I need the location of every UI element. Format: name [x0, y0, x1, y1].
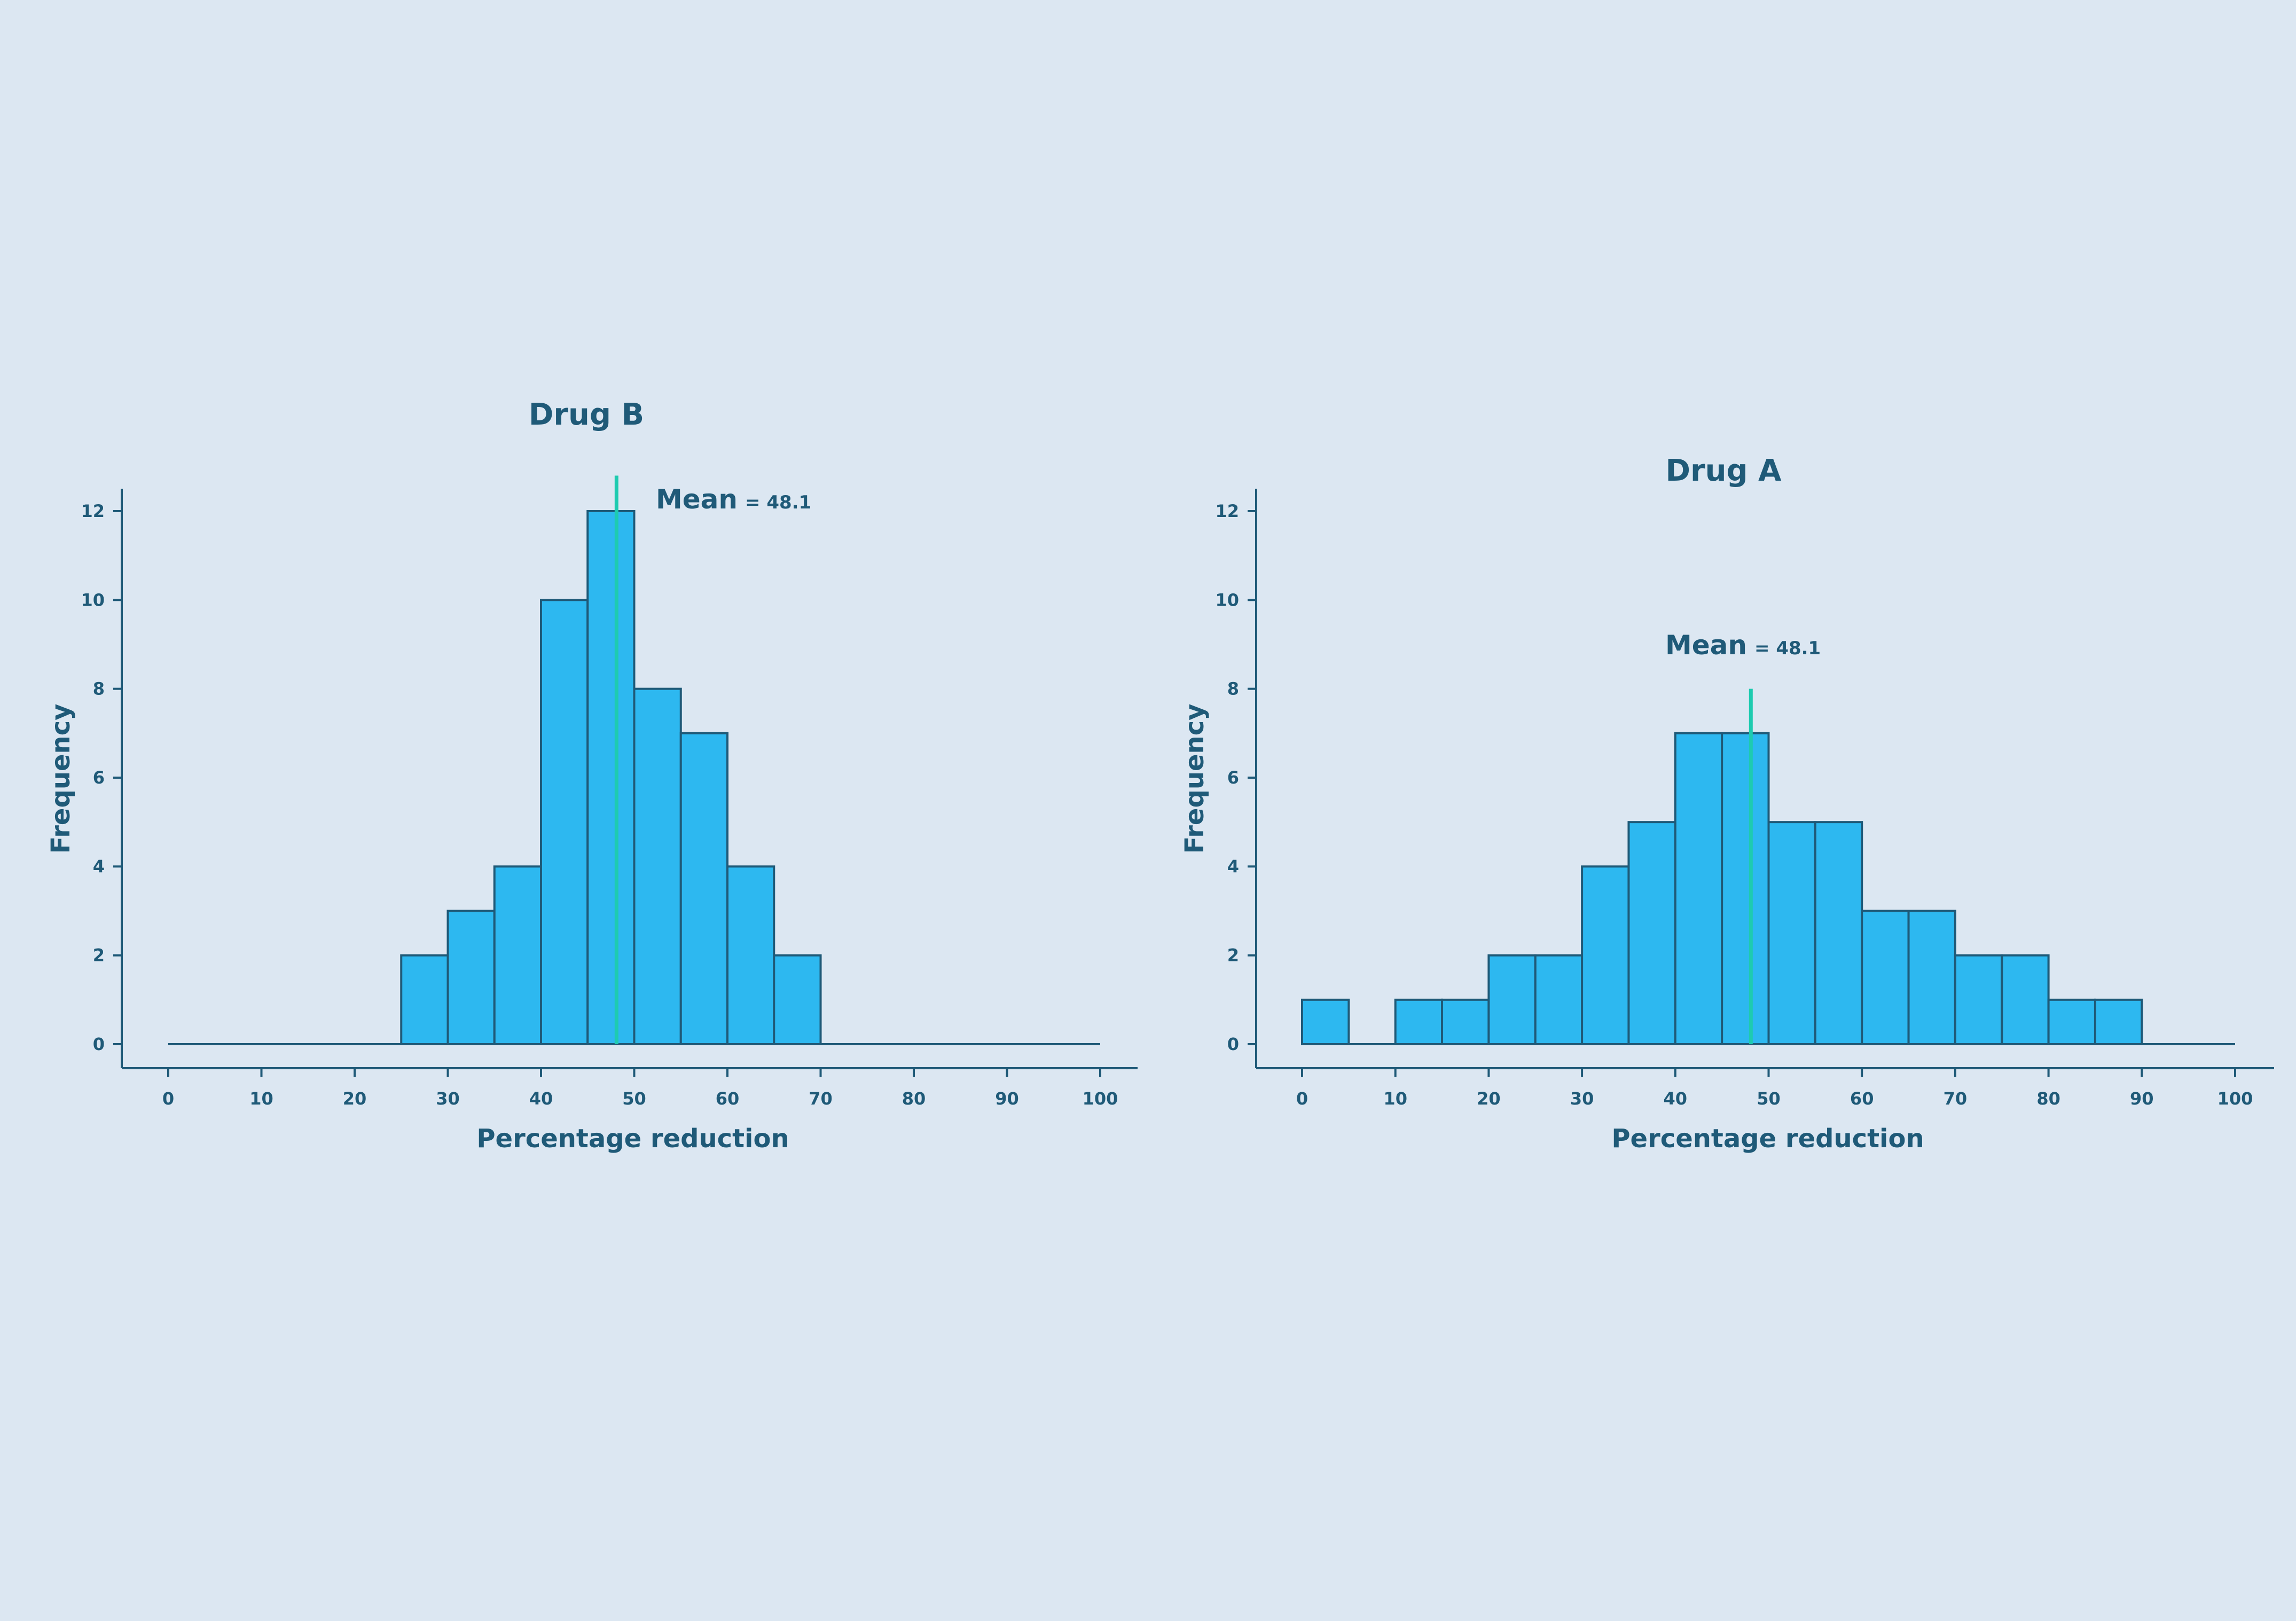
drug-b-y-axis-label: Frequency [46, 704, 76, 854]
drug-a-mean-value: = 48.1 [1754, 638, 1821, 659]
drug-a-bar [1534, 954, 1584, 1045]
drug-a-x-axis-label: Percentage reduction [1611, 1124, 1924, 1154]
drug-a-title: Drug A [1666, 453, 1782, 488]
drug-b-x-tick-label: 90 [995, 1089, 1019, 1109]
drug-a-x-tick-label: 10 [1383, 1089, 1407, 1109]
drug-a-bar [1721, 732, 1770, 1046]
drug-b-bar [726, 865, 775, 1046]
drug-b-x-axis-label: Percentage reduction [476, 1124, 789, 1154]
drug-b-y-tick-label: 12 [81, 501, 105, 521]
drug-a-y-tick-label: 12 [1215, 501, 1239, 521]
drug-a-bar [1907, 910, 1956, 1045]
drug-a-bar [1301, 998, 1350, 1046]
drug-a-bar [1487, 954, 1537, 1045]
drug-b-bar [540, 599, 589, 1046]
drug-a-bar [1814, 821, 1863, 1045]
drug-a-y-tick-label: 10 [1215, 590, 1239, 610]
drug-a-x-tick-label: 40 [1664, 1089, 1688, 1109]
drug-a-bar [1627, 821, 1676, 1045]
drug-a-bar [1674, 732, 1723, 1046]
drug-b-x-tick-label: 0 [162, 1089, 174, 1109]
drug-b-bar [679, 732, 728, 1046]
drug-b-mean-value: = 48.1 [745, 492, 811, 513]
drug-a-x-tick-label: 90 [2130, 1089, 2154, 1109]
drug-a-x-tick-label: 0 [1296, 1089, 1308, 1109]
drug-b-x-tick-label: 60 [716, 1089, 740, 1109]
drug-a-x-tick-label: 50 [1757, 1089, 1781, 1109]
drug-b-bar [400, 954, 449, 1045]
drug-a-y-tick-label: 6 [1227, 768, 1239, 788]
drug-a-y-tick-label: 4 [1227, 856, 1239, 876]
drug-b-y-tick-label: 0 [93, 1034, 105, 1054]
drug-a-y-tick-label: 2 [1227, 945, 1239, 966]
drug-a-bar [2047, 998, 2096, 1046]
drug-b-x-tick-label: 10 [249, 1089, 273, 1109]
drug-a-x-tick-label: 20 [1477, 1089, 1501, 1109]
drug-b-bar [633, 687, 682, 1045]
drug-a-mean-label: Mean [1665, 630, 1747, 661]
drug-a-x-tick-label: 70 [1944, 1089, 1968, 1109]
drug-b-bar [586, 510, 636, 1045]
drug-a-x-tick-label: 100 [2217, 1089, 2253, 1109]
drug-b-bar [773, 954, 822, 1045]
drug-a-bar [1441, 998, 1490, 1046]
drug-a-bar [1954, 954, 2003, 1045]
drug-b-y-tick-label: 10 [81, 590, 105, 610]
drug-a-bar [2094, 998, 2143, 1046]
drug-b-y-tick-label: 6 [93, 768, 105, 788]
drug-b-y-tick-label: 2 [93, 945, 105, 966]
drug-a-bar [2001, 954, 2050, 1045]
drug-a-x-tick-label: 80 [2036, 1089, 2060, 1109]
drug-b-x-tick-label: 80 [902, 1089, 926, 1109]
drug-a-bar [1861, 910, 1910, 1045]
drug-a-bar [1581, 865, 1630, 1046]
drug-b-title: Drug B [529, 397, 644, 432]
drug-b-x-tick-label: 20 [343, 1089, 367, 1109]
drug-b-bar [446, 910, 496, 1045]
drug-b-x-tick-label: 100 [1083, 1089, 1118, 1109]
drug-a-x-tick-label: 60 [1850, 1089, 1874, 1109]
drug-b-mean-label: Mean [656, 484, 738, 515]
drug-b-x-tick-label: 70 [809, 1089, 833, 1109]
drug-a-x-tick-label: 30 [1570, 1089, 1594, 1109]
drug-a-y-tick-label: 0 [1227, 1034, 1239, 1054]
drug-a-y-axis-label: Frequency [1180, 704, 1210, 854]
drug-a-bar [1394, 998, 1444, 1046]
drug-b-x-tick-label: 30 [436, 1089, 460, 1109]
drug-a-bar [1767, 821, 1816, 1045]
drug-b-x-tick-label: 50 [622, 1089, 646, 1109]
drug-b-bar [493, 865, 542, 1046]
drug-b-x-tick-label: 40 [529, 1089, 553, 1109]
drug-a-y-tick-label: 8 [1227, 679, 1239, 699]
drug-b-y-tick-label: 8 [93, 679, 105, 699]
drug-b-y-tick-label: 4 [93, 856, 105, 876]
